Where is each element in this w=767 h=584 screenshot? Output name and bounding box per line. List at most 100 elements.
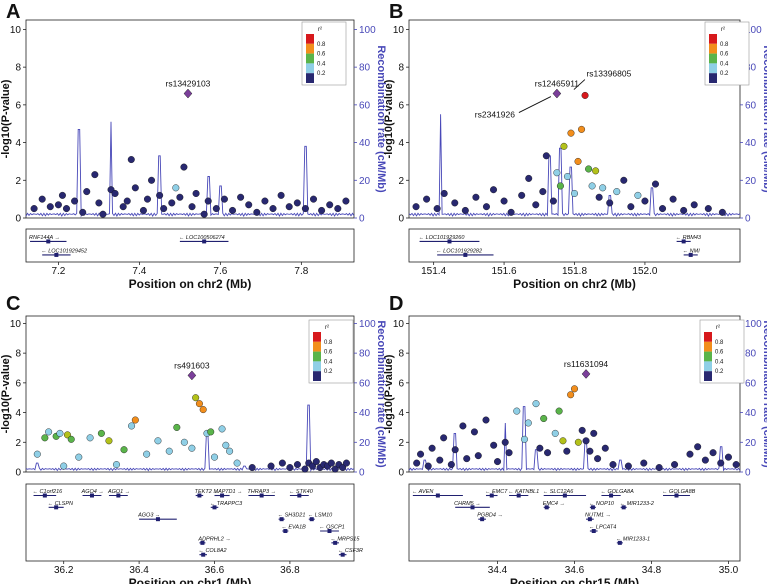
gene-label: ← LSM10 — [308, 513, 333, 519]
snp-point — [563, 447, 571, 455]
snp-point — [556, 182, 564, 190]
x-tick-label: 34.6 — [565, 565, 585, 576]
snp-point — [641, 197, 649, 205]
snp-point — [253, 208, 261, 216]
x-tick-label: 7.2 — [51, 266, 65, 277]
gene-label: ← EVA1B — [281, 525, 306, 531]
r2-legend-tick: 0.8 — [317, 42, 326, 48]
snp-point — [204, 197, 212, 205]
r2-legend-title: r² — [716, 325, 720, 331]
y-tick-label: 4 — [398, 138, 404, 149]
snp-point — [148, 176, 156, 184]
gene-exon — [309, 517, 314, 522]
gene-label: ← C1orf216 — [33, 489, 64, 495]
gene-exon — [674, 493, 679, 498]
y2-tick-label: 0 — [359, 468, 365, 479]
gene-label: ← STK40 — [289, 489, 314, 495]
snp-point — [331, 465, 339, 473]
snp-point — [525, 174, 533, 182]
snp-point — [99, 210, 107, 218]
panel-letter: A — [6, 1, 20, 23]
snp-point — [192, 189, 200, 197]
snp-point — [326, 201, 334, 209]
gene-label: MAP7D1 → — [214, 489, 243, 495]
y-tick-label: 8 — [398, 63, 404, 74]
lead-snp-label: rs13429103 — [166, 79, 211, 89]
lead-snp-label: rs12465911 — [535, 79, 580, 89]
snp-point — [472, 193, 480, 201]
gene-label: AGO3 → — [137, 513, 160, 519]
snp-point — [640, 459, 648, 467]
gene-label: ← LOC101929260 — [419, 235, 466, 241]
r2-legend-swatch — [704, 332, 712, 342]
snp-point — [613, 188, 621, 196]
y2-tick-label: 100 — [359, 319, 376, 330]
snp-point — [578, 125, 586, 133]
y2-tick-label: 20 — [745, 176, 757, 187]
r2-legend-tick: 0.8 — [324, 340, 333, 346]
snp-point — [154, 437, 162, 445]
snp-point — [285, 203, 293, 211]
snp-point — [539, 188, 547, 196]
snp-point — [501, 438, 509, 446]
gene-exon — [333, 540, 338, 545]
y-tick-label: 6 — [398, 378, 404, 389]
snp-point — [513, 407, 521, 415]
gene-exon — [463, 252, 468, 257]
snp-point — [423, 195, 431, 203]
snp-point — [440, 434, 448, 442]
snp-point — [549, 197, 557, 205]
snp-point — [67, 435, 75, 443]
snp-point — [601, 444, 609, 452]
snp-point — [200, 210, 208, 218]
gene-exon — [681, 239, 686, 244]
y2-tick-label: 100 — [745, 25, 762, 36]
y-tick-label: 6 — [15, 100, 21, 111]
gene-exon — [197, 493, 202, 498]
snp-point — [595, 193, 603, 201]
snp-point — [585, 165, 593, 173]
snp-point — [269, 205, 277, 213]
snp-point — [277, 191, 285, 199]
recombination-rate-line — [25, 121, 355, 218]
snp-point — [551, 429, 559, 437]
gene-exon — [200, 540, 205, 545]
r2-legend-title: r² — [325, 325, 329, 331]
gene-label: ← GOLGA8B — [662, 489, 696, 495]
gene-exon — [116, 493, 121, 498]
x-tick-label: 34.4 — [488, 565, 508, 576]
snp-point — [165, 447, 173, 455]
snp-point — [293, 199, 301, 207]
gene-exon — [516, 493, 521, 498]
snp-point — [599, 184, 607, 192]
snp-point — [58, 191, 66, 199]
r2-legend-tick: 0.8 — [720, 42, 729, 48]
lead-snp-marker — [183, 88, 193, 99]
y2-tick-label: 40 — [745, 138, 757, 149]
snp-point — [542, 152, 550, 160]
y2-tick-label: 40 — [359, 138, 371, 149]
plot-frame — [25, 19, 355, 219]
snp-point — [524, 419, 532, 427]
snp-point — [54, 201, 62, 209]
gene-label: ← TRAPPC3 — [210, 501, 243, 507]
snp-point — [451, 199, 459, 207]
r2-legend-swatch — [704, 361, 712, 372]
snp-point — [192, 394, 200, 402]
y2-tick-label: 40 — [745, 408, 757, 419]
snp-point — [659, 205, 667, 213]
snp-point — [555, 407, 563, 415]
r2-legend-tick: 0.8 — [715, 340, 724, 346]
snp-point — [459, 422, 467, 430]
lead-snp-label: rs491603 — [174, 360, 210, 370]
snp-point — [60, 462, 68, 470]
snp-point — [119, 203, 127, 211]
snp-point — [127, 156, 135, 164]
snp-point — [588, 182, 596, 190]
gene-exon — [46, 239, 51, 244]
snp-label-rs13396805: rs13396805 — [586, 69, 631, 79]
y2-tick-label: 100 — [359, 25, 376, 36]
snp-point — [482, 416, 490, 424]
snp-point — [590, 429, 598, 437]
